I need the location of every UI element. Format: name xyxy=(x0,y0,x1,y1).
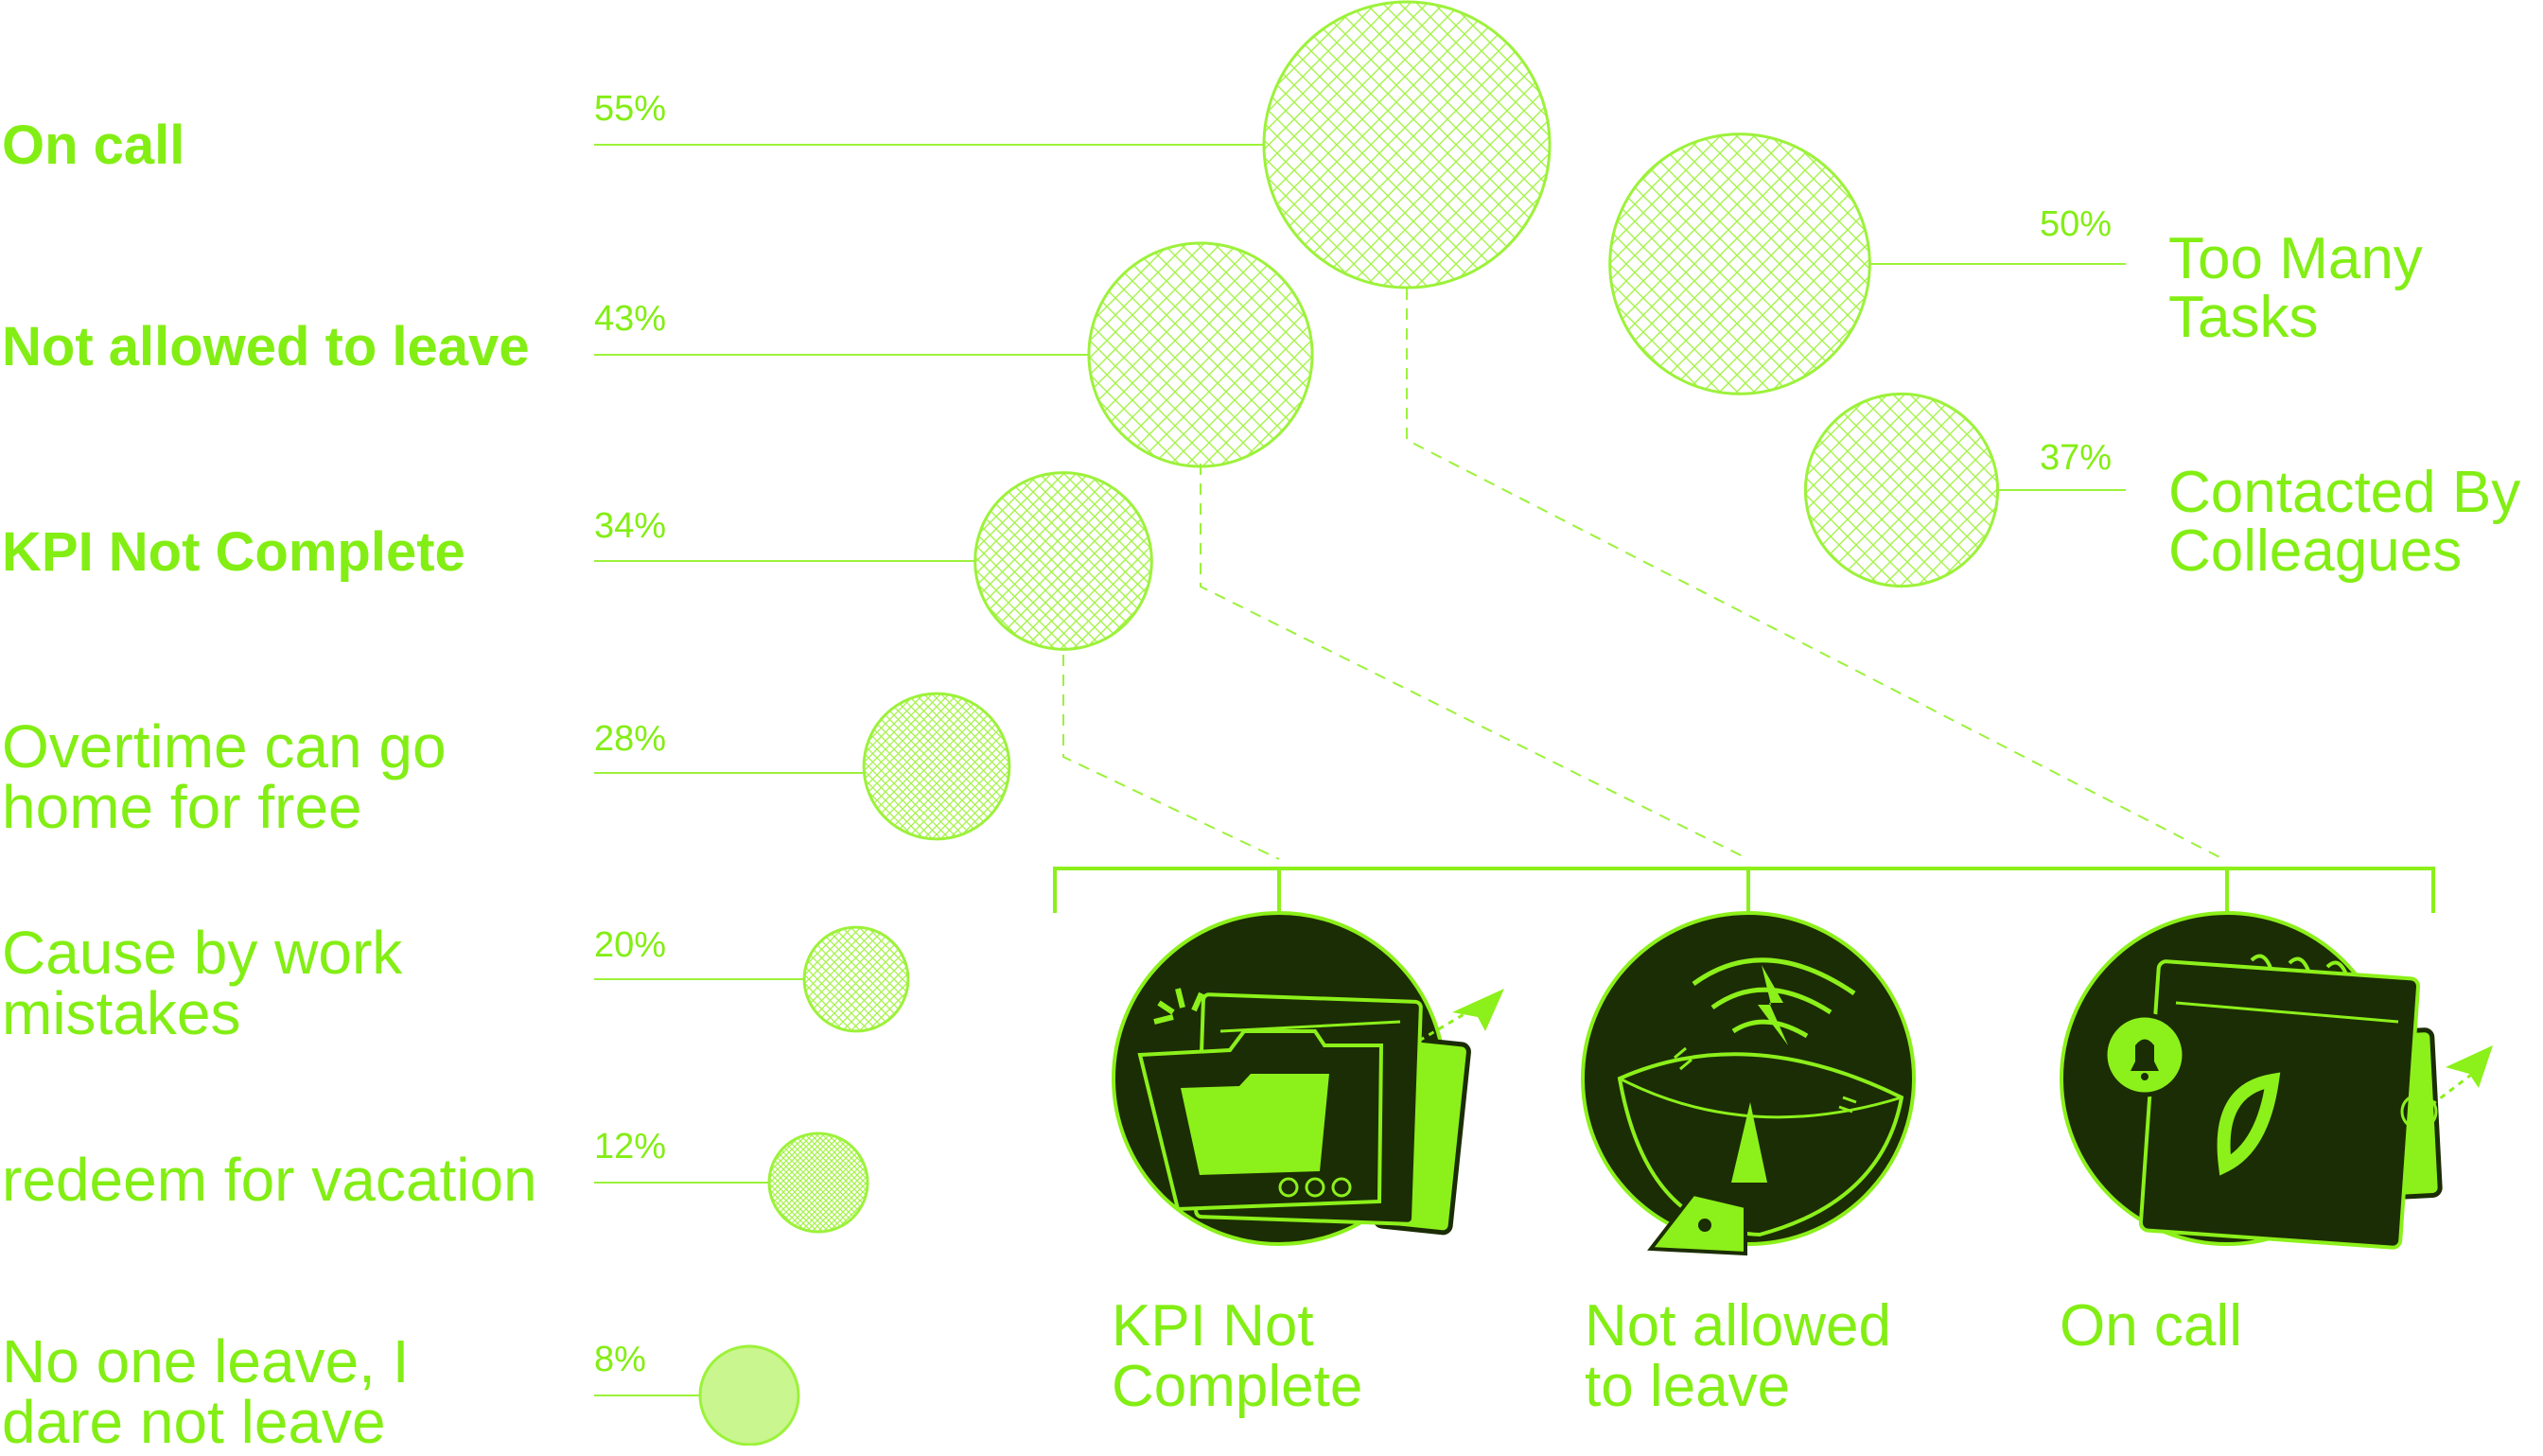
label-not-allowed-to-leave: Not allowed to leave xyxy=(2,316,530,377)
connector-layer xyxy=(1053,289,2435,913)
bubble-layer xyxy=(594,0,2126,1446)
caption-on-call: On call xyxy=(2060,1293,2242,1359)
label-redeem-for-vacation: redeem for vacation xyxy=(2,1146,537,1214)
bubble-redeem-for-vacation xyxy=(767,1131,869,1234)
pct-kpi-not-complete: 34% xyxy=(594,506,667,546)
pct-overtime-go-home: 28% xyxy=(594,719,667,759)
bubble-no-one-leave-i-dare-not-leave xyxy=(698,1344,800,1446)
pct-too-many-tasks: 50% xyxy=(2040,204,2113,244)
label-cause-by-work-mistakes: Cause by work mistakes xyxy=(2,919,403,1047)
connector-not-allowed xyxy=(1200,464,1749,860)
wifi-satellite-icon xyxy=(1581,911,1916,1256)
label-no-one-leave: No one leave, I dare not leave xyxy=(2,1327,410,1456)
label-kpi-not-complete: KPI Not Complete xyxy=(2,521,465,583)
bubble-on-call xyxy=(1262,0,1552,289)
caption-kpi-not-complete: KPI Not Complete xyxy=(1112,1293,1363,1419)
pct-no-one-leave: 8% xyxy=(594,1340,646,1379)
bubble-not-allowed-to-leave xyxy=(1087,241,1314,468)
icon-bracket xyxy=(1053,867,2435,913)
bubble-contacted-by-colleagues xyxy=(1803,392,2000,588)
bubble-kpi-not-complete xyxy=(973,471,1153,651)
pct-on-call: 55% xyxy=(594,89,667,129)
label-too-many-tasks: Too Many Tasks xyxy=(2168,226,2423,350)
caption-not-allowed-to-leave: Not allowed to leave xyxy=(1585,1293,1891,1419)
label-on-call: On call xyxy=(2,114,185,176)
bubble-cause-by-work-mistakes xyxy=(802,925,910,1033)
bubble-overtime-can-go-home-for-free xyxy=(862,692,1011,841)
pct-cause-by-work-mistakes: 20% xyxy=(594,925,667,965)
pct-redeem-for-vacation: 12% xyxy=(594,1127,667,1167)
label-contacted-by-colleagues: Contacted By Colleagues xyxy=(2168,460,2521,584)
bubble-too-many-tasks xyxy=(1608,132,1871,395)
label-overtime-go-home: Overtime can go home for free xyxy=(2,712,447,841)
connector-kpi xyxy=(1062,655,1280,860)
pct-contacted-by-colleagues: 37% xyxy=(2040,438,2113,478)
pct-not-allowed-to-leave: 43% xyxy=(594,299,667,339)
folder-icon xyxy=(1112,911,1504,1246)
calendar-bell-icon xyxy=(2060,911,2493,1250)
connector-on-call xyxy=(1406,289,2224,860)
